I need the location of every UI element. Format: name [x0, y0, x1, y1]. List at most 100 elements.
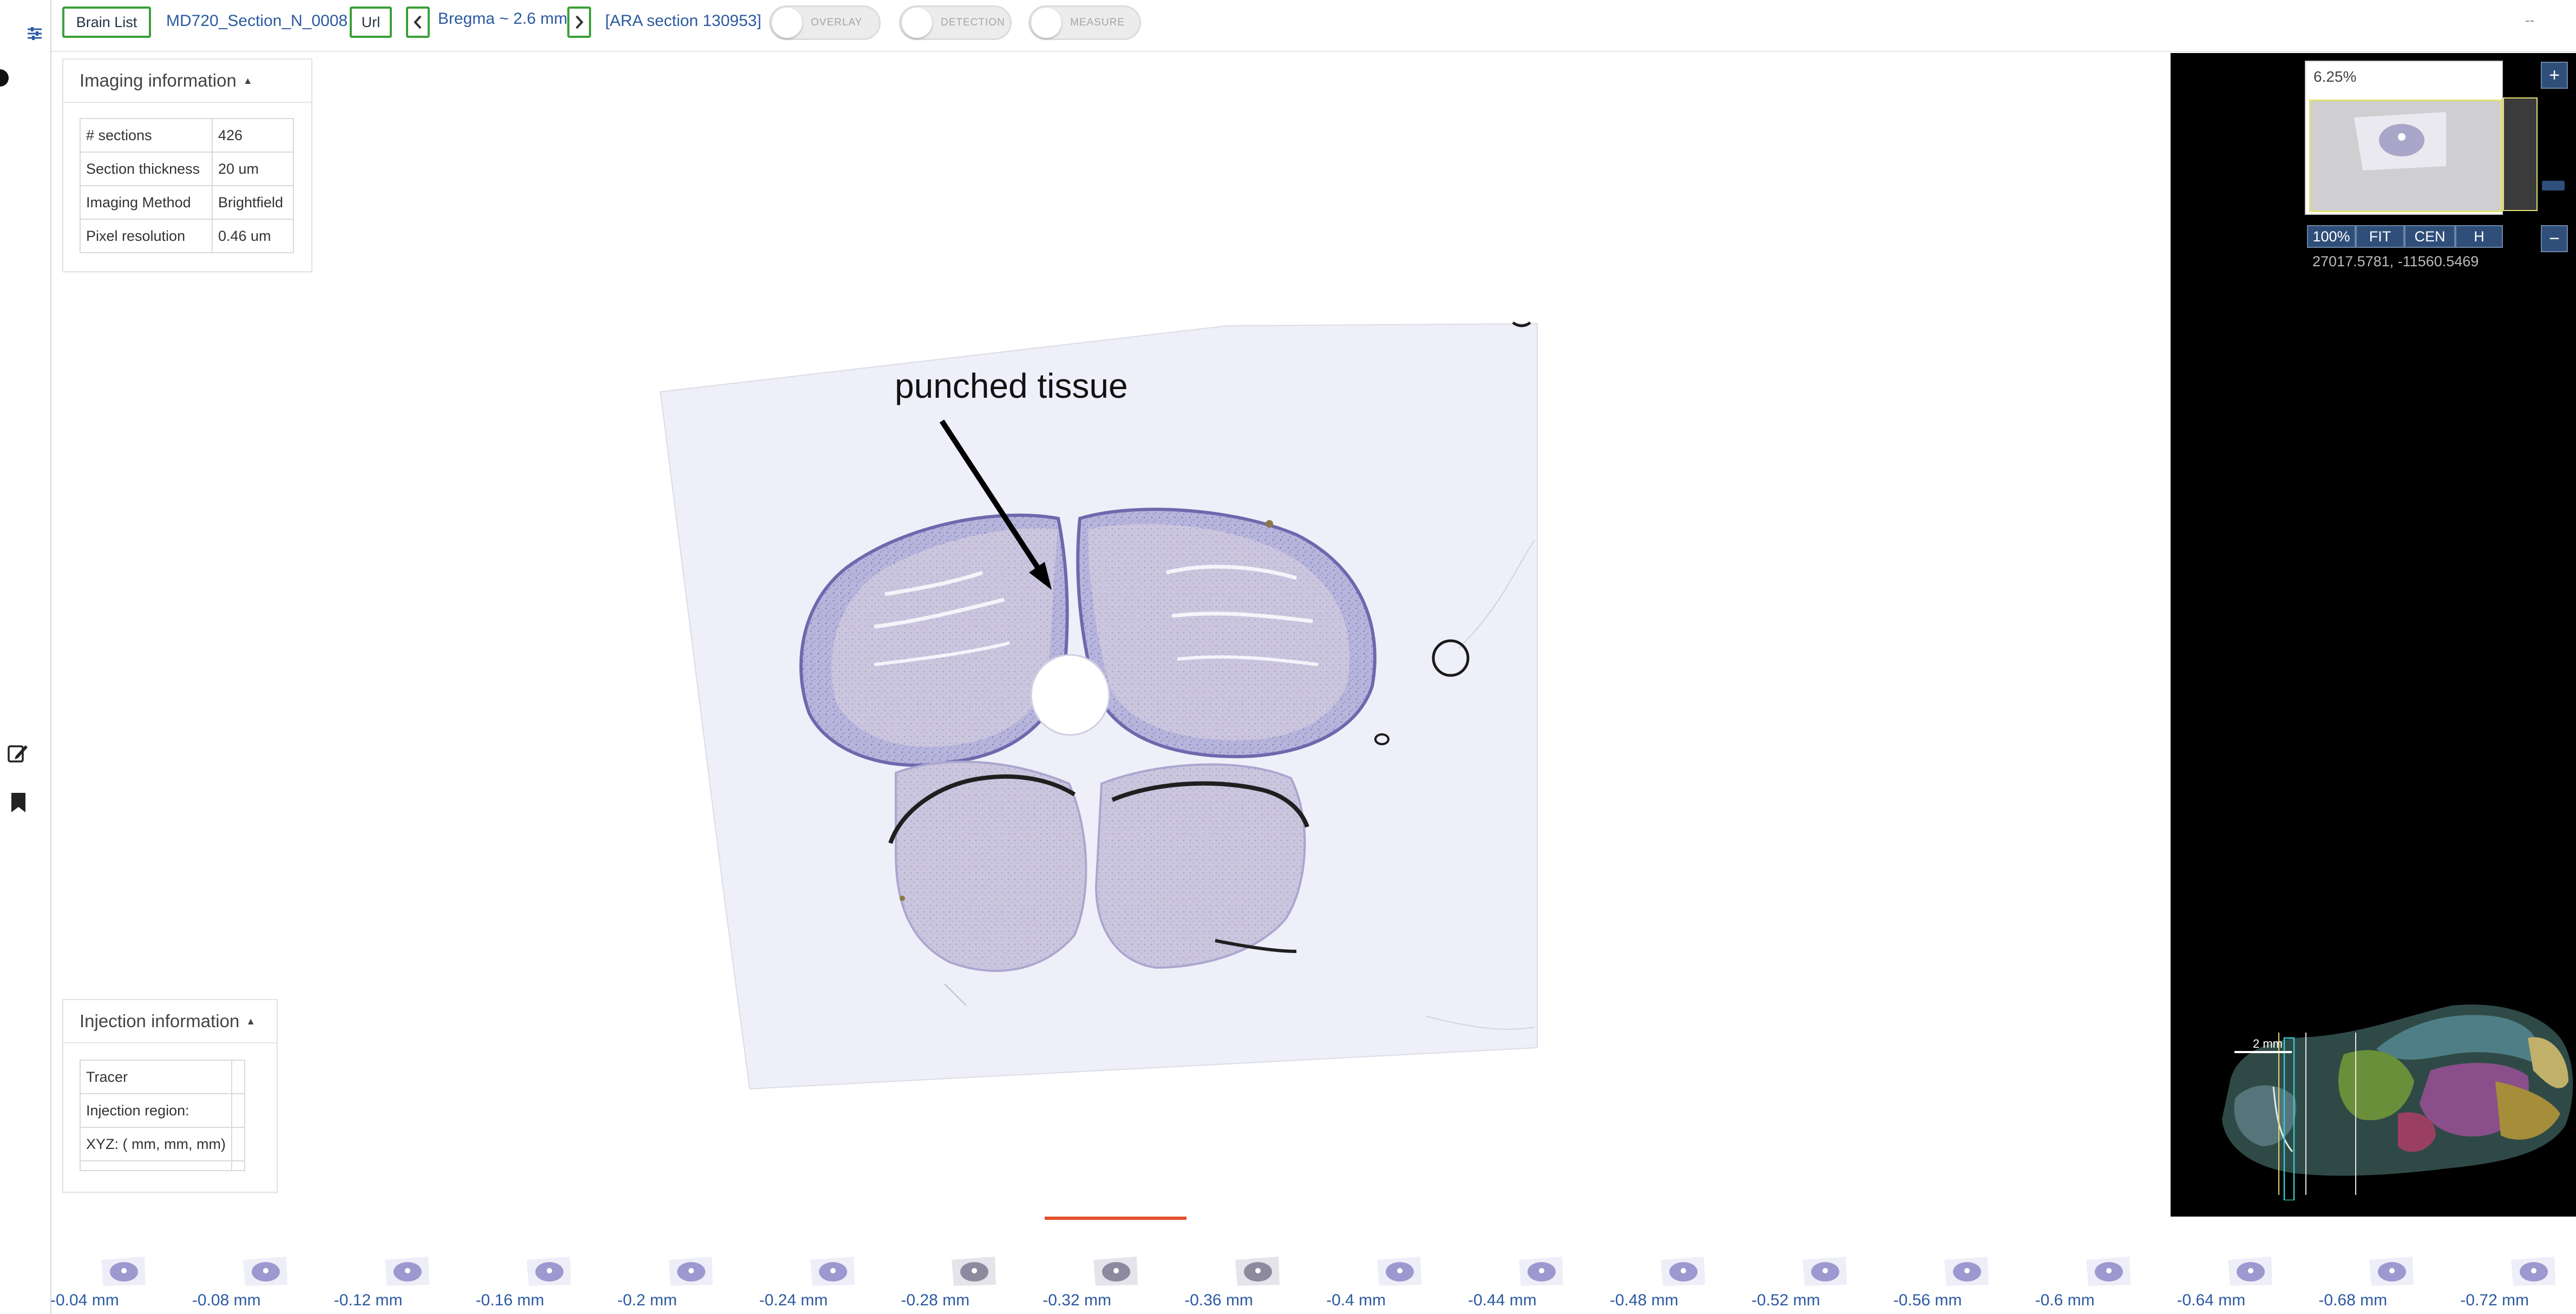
sliders-icon[interactable] — [25, 24, 44, 43]
tissue-section-image — [659, 321, 1538, 1090]
section-label[interactable]: -0.32 mm — [1043, 1291, 1111, 1309]
section-thumbnail[interactable] — [948, 1254, 998, 1288]
minimap-side-bar[interactable] — [2503, 97, 2538, 211]
top-toolbar: Brain List MD720_Section_N_0008 Url Breg… — [51, 0, 2576, 52]
section-label[interactable]: -0.2 mm — [617, 1291, 677, 1309]
section-label[interactable]: -0.12 mm — [333, 1291, 403, 1309]
section-label[interactable]: -0.4 mm — [1326, 1291, 1386, 1309]
zoom-in-button[interactable]: + — [2541, 62, 2568, 89]
table-row: Injection region: — [80, 1093, 245, 1128]
section-label[interactable]: -0.64 mm — [2177, 1291, 2246, 1309]
minimap[interactable]: 6.25% — [2305, 61, 2503, 215]
injection-info-header[interactable]: Injection information ▲ — [63, 1000, 277, 1043]
section-label[interactable]: -0.6 mm — [2035, 1291, 2095, 1309]
table-row: XYZ: ( mm, mm, mm) — [80, 1127, 245, 1161]
info-value: 20 um — [212, 152, 294, 186]
zoom-out-button[interactable]: − — [2541, 225, 2568, 252]
toggle-knob — [902, 8, 932, 38]
measure-toggle[interactable]: MEASURE — [1028, 5, 1141, 40]
minimap-thumbnail — [2354, 112, 2446, 170]
chevron-left-icon — [414, 15, 422, 29]
info-label: # sections — [80, 118, 213, 153]
section-thumbnail[interactable] — [1516, 1254, 1565, 1288]
info-value: 426 — [212, 118, 294, 153]
toggle-knob — [1031, 8, 1061, 38]
detection-toggle[interactable]: DETECTION — [899, 5, 1012, 40]
section-label[interactable]: -0.08 mm — [192, 1291, 261, 1309]
section-thumbnail[interactable] — [2083, 1254, 2133, 1288]
center-button[interactable]: CEN — [2404, 225, 2455, 248]
image-viewer[interactable]: punched tissue Imaging information ▲ # s… — [51, 53, 2171, 1217]
info-label: Imaging Method — [80, 185, 213, 220]
overlay-toggle[interactable]: OVERLAY — [769, 5, 881, 40]
table-row: Pixel resolution 0.46 um — [80, 219, 294, 253]
section-thumbnail[interactable] — [807, 1254, 857, 1288]
edit-icon[interactable] — [6, 741, 29, 764]
ara-section-label: [ARA section 130953] — [605, 12, 762, 30]
section-thumbnail[interactable] — [2366, 1254, 2416, 1288]
home-button[interactable]: H — [2455, 225, 2503, 248]
section-label[interactable]: -0.04 mm — [50, 1291, 119, 1309]
section-thumbnail[interactable] — [1657, 1254, 1707, 1288]
section-thumbnail[interactable] — [2508, 1254, 2558, 1288]
brain-3d-view[interactable] — [2171, 973, 2576, 1200]
caret-up-icon: ▲ — [246, 1015, 256, 1027]
injection-info-panel: Injection information ▲ Tracer Injection… — [62, 999, 278, 1193]
minimap-scroll-thumb[interactable] — [2542, 181, 2565, 190]
chevron-right-icon — [575, 15, 584, 29]
url-button[interactable]: Url — [350, 6, 392, 38]
info-value — [231, 1127, 245, 1161]
section-thumbnail[interactable] — [240, 1254, 290, 1288]
minimap-viewport — [2309, 100, 2502, 212]
section-thumbnail[interactable] — [382, 1254, 431, 1288]
section-label[interactable]: -0.44 mm — [1468, 1291, 1537, 1309]
menu-hint[interactable]: -- — [2525, 12, 2535, 28]
section-label[interactable]: -0.56 mm — [1893, 1291, 1962, 1309]
injection-info-title: Injection information — [80, 1011, 240, 1031]
section-thumbnail[interactable] — [523, 1254, 573, 1288]
section-thumbnail[interactable] — [2225, 1254, 2275, 1288]
table-row: Section thickness 20 um — [80, 152, 294, 186]
imaging-info-title: Imaging information — [80, 70, 237, 90]
fit-button[interactable]: FIT — [2356, 225, 2404, 248]
table-row — [80, 1160, 245, 1171]
section-thumbnail[interactable] — [665, 1254, 715, 1288]
next-section-button[interactable] — [567, 6, 591, 38]
section-thumbnail[interactable] — [1941, 1254, 1991, 1288]
left-toolbar — [0, 0, 51, 1314]
dot-icon[interactable] — [0, 67, 11, 89]
info-label — [80, 1160, 232, 1171]
section-label[interactable]: -0.52 mm — [1751, 1291, 1820, 1309]
info-value — [231, 1093, 245, 1128]
zoom-100-button[interactable]: 100% — [2307, 225, 2356, 248]
section-label[interactable]: -0.72 mm — [2460, 1291, 2529, 1309]
bookmark-icon[interactable] — [8, 791, 29, 814]
section-label[interactable]: -0.48 mm — [1609, 1291, 1679, 1309]
section-label[interactable]: -0.24 mm — [759, 1291, 828, 1309]
table-row: # sections 426 — [80, 118, 294, 153]
section-thumbnail[interactable] — [1090, 1254, 1140, 1288]
info-label: Section thickness — [80, 152, 213, 186]
section-thumbnail[interactable] — [1232, 1254, 1282, 1288]
section-label[interactable]: -0.28 mm — [901, 1291, 970, 1309]
table-row: Imaging Method Brightfield — [80, 185, 294, 220]
info-value — [231, 1160, 245, 1171]
section-label[interactable]: -0.16 mm — [475, 1291, 545, 1309]
section-label[interactable]: -0.36 mm — [1184, 1291, 1253, 1309]
info-label: Tracer — [80, 1060, 232, 1094]
section-thumbnail[interactable] — [1374, 1254, 1424, 1288]
section-strip[interactable]: -0.04 mm -0.08 mm -0.12 mm -0.16 mm -0.2 mm -… — [50, 1217, 2576, 1314]
section-thumbnail[interactable] — [1799, 1254, 1849, 1288]
bregma-label: Bregma ~ 2.6 mm — [438, 10, 568, 28]
section-name: MD720_Section_N_0008 — [166, 12, 348, 30]
info-label: Pixel resolution — [80, 219, 213, 253]
table-row: Tracer — [80, 1060, 245, 1094]
prev-section-button[interactable] — [406, 6, 430, 38]
injection-info-table: Tracer Injection region: XYZ: ( mm, mm, … — [80, 1060, 245, 1171]
selected-indicator — [1045, 1217, 1187, 1220]
section-thumbnail[interactable] — [98, 1254, 148, 1288]
imaging-info-header[interactable]: Imaging information ▲ — [63, 60, 311, 103]
brain-list-button[interactable]: Brain List — [62, 6, 151, 38]
section-label[interactable]: -0.68 mm — [2318, 1291, 2388, 1309]
